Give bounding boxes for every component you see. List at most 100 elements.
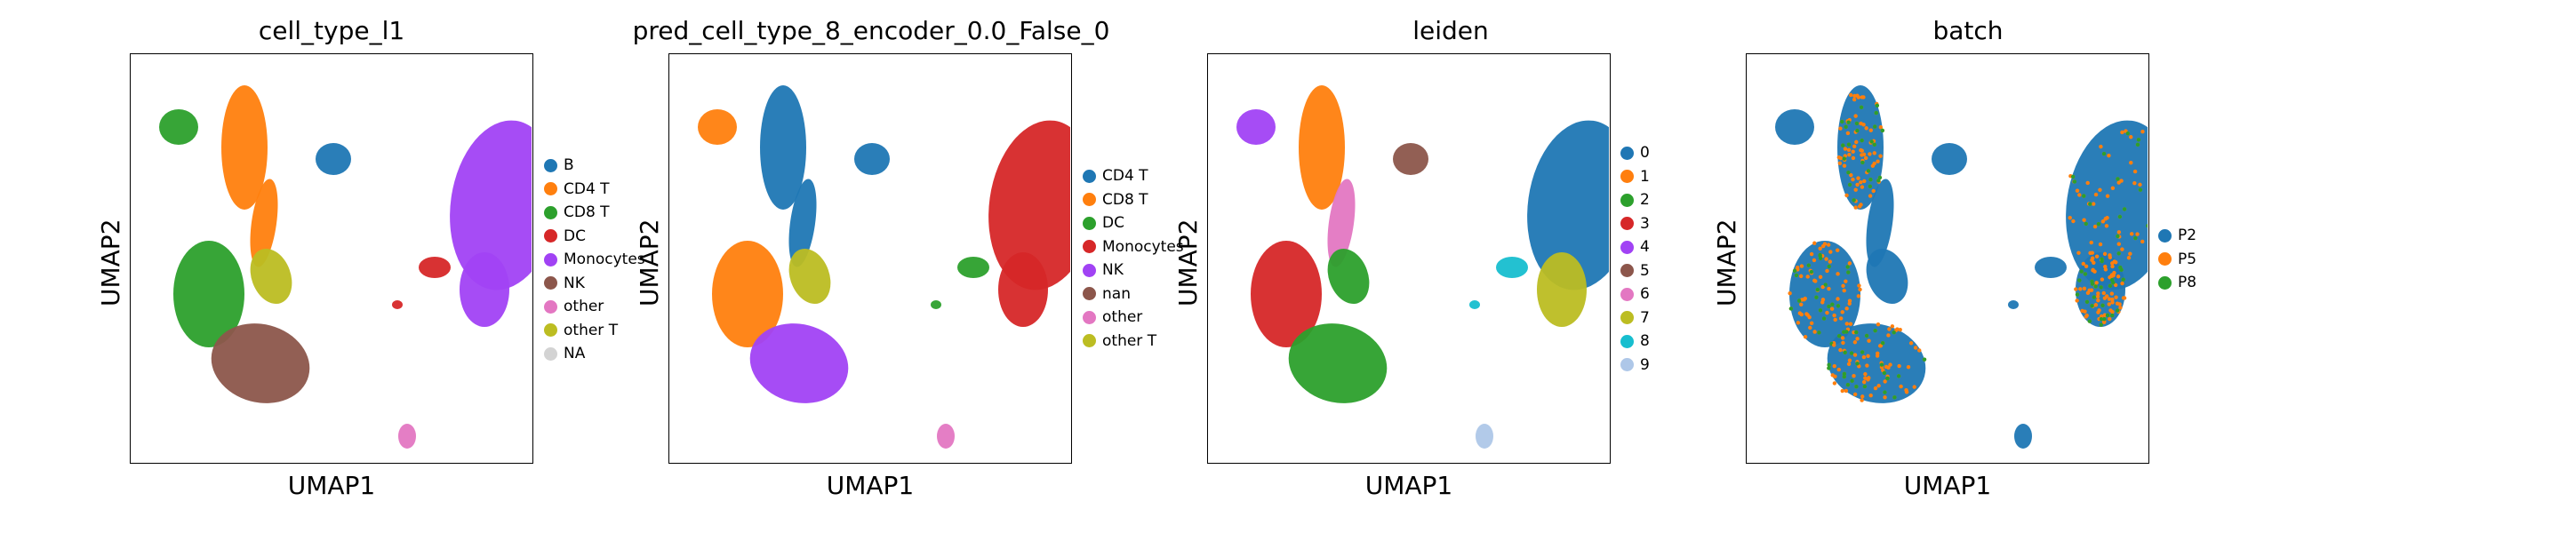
batch-p5-point xyxy=(1799,274,1804,279)
batch-p5-point xyxy=(2116,180,2121,185)
batch-p5-point xyxy=(1852,340,1858,345)
batch-p8-point xyxy=(1859,105,1864,110)
batch-p8-point xyxy=(1862,384,1868,389)
umap-scatter-plot xyxy=(130,53,533,464)
batch-p5-point xyxy=(1838,126,1843,131)
batch-p5-point xyxy=(2110,264,2115,269)
batch-p8-point xyxy=(1864,333,1869,338)
batch-p5-point xyxy=(1840,336,1845,340)
batch-p5-point xyxy=(2068,215,2072,220)
batch-p8-point xyxy=(1852,198,1856,203)
batch-p8-point xyxy=(1814,295,1819,299)
legend-marker xyxy=(544,182,557,195)
cluster-mono2 xyxy=(2076,252,2125,327)
batch-p5-point xyxy=(1861,123,1866,127)
batch-p5-point xyxy=(2096,298,2100,303)
batch-p8-point xyxy=(1796,298,1802,303)
batch-p8-point xyxy=(1873,124,1877,129)
batch-p8-point xyxy=(1809,269,1814,274)
legend-item: NA xyxy=(544,343,585,364)
legend-marker xyxy=(1083,216,1096,230)
batch-p5-point xyxy=(1832,381,1837,386)
cluster-mono xyxy=(2066,120,2148,290)
cluster-othT xyxy=(1327,249,1370,304)
legend-label: 3 xyxy=(1640,214,1650,233)
batch-p5-point xyxy=(1828,259,1833,264)
batch-p5-point xyxy=(1849,172,1853,178)
batch-p5-point xyxy=(1863,376,1868,380)
batch-p8-point xyxy=(1836,333,1842,338)
batch-p5-point xyxy=(2110,300,2115,305)
batch-p5-point xyxy=(2084,313,2089,318)
batch-p5-point xyxy=(1820,284,1825,290)
batch-p5-point xyxy=(1852,353,1858,357)
batch-p5-point xyxy=(1844,322,1849,326)
batch-p5-point xyxy=(1855,182,1860,187)
batch-p5-point xyxy=(2101,290,2106,296)
batch-p5-point xyxy=(1860,153,1864,157)
panel-title: leiden xyxy=(1412,16,1489,45)
x-axis-label: UMAP1 xyxy=(287,471,376,500)
batch-p5-point xyxy=(1860,185,1865,189)
batch-p5-point xyxy=(1917,348,1922,353)
batch-p5-point xyxy=(1872,151,1876,155)
batch-p5-point xyxy=(1799,302,1804,306)
legend-item: 1 xyxy=(1620,166,1650,187)
x-axis-label: UMAP1 xyxy=(826,471,915,500)
cluster-cd4mid xyxy=(1327,179,1356,267)
legend-label: P5 xyxy=(2178,250,2197,268)
legend-label: CD8 T xyxy=(564,203,610,221)
legend-item: B xyxy=(544,155,574,176)
legend-marker xyxy=(1620,193,1634,207)
cluster-mono xyxy=(1527,120,1609,290)
batch-p5-point xyxy=(1886,333,1891,338)
batch-p8-point xyxy=(1845,265,1850,269)
batch-p5-point xyxy=(2085,290,2091,296)
batch-p8-point xyxy=(2075,292,2080,297)
legend-item: NK xyxy=(1083,259,1124,281)
batch-p8-point xyxy=(2110,313,2115,318)
legend-item: NK xyxy=(544,273,585,294)
cluster-mono2 xyxy=(998,252,1048,327)
batch-p5-point xyxy=(1904,390,1909,394)
batch-p5-point xyxy=(2078,287,2083,291)
batch-p5-point xyxy=(1799,312,1804,317)
batch-p5-point xyxy=(2102,313,2108,317)
batch-p8-point xyxy=(1847,182,1852,187)
batch-p5-point xyxy=(2092,224,2098,229)
batch-p5-point xyxy=(2132,180,2137,186)
batch-p5-point xyxy=(1829,306,1835,311)
batch-p5-point xyxy=(2104,294,2109,298)
legend-item: CD4 T xyxy=(1083,165,1148,187)
batch-p5-point xyxy=(1868,152,1872,156)
cluster-speck xyxy=(392,300,403,309)
legend-item: 4 xyxy=(1620,236,1650,258)
batch-p5-point xyxy=(2135,232,2140,236)
batch-p5-point xyxy=(1899,384,1903,389)
batch-p5-point xyxy=(1861,379,1867,385)
batch-p5-point xyxy=(1788,291,1792,296)
panel-title: batch xyxy=(1932,16,2004,45)
batch-p5-point xyxy=(2093,303,2099,307)
batch-p5-point xyxy=(1851,155,1856,161)
x-axis-label: UMAP1 xyxy=(1364,471,1453,500)
batch-p5-point xyxy=(1864,126,1868,131)
batch-p5-point xyxy=(2113,282,2118,288)
legend-item: other xyxy=(1083,306,1142,328)
batch-p5-point xyxy=(2095,294,2100,298)
batch-p5-point xyxy=(2082,286,2087,290)
legend-label: P8 xyxy=(2178,274,2197,291)
batch-p5-point xyxy=(1842,288,1846,293)
batch-p5-point xyxy=(1824,257,1828,261)
legend-item: P8 xyxy=(2158,272,2196,293)
batch-p5-point xyxy=(1855,337,1860,341)
cluster-speck xyxy=(931,300,941,309)
batch-p5-point xyxy=(1812,258,1817,263)
batch-p5-point xyxy=(1847,358,1852,362)
cluster-nk xyxy=(749,323,849,403)
legend-label: nan xyxy=(1102,284,1131,303)
batch-p8-point xyxy=(1840,119,1844,124)
batch-p5-point xyxy=(1825,310,1829,315)
batch-p5-point xyxy=(1847,301,1852,306)
batch-p5-point xyxy=(1845,131,1851,136)
